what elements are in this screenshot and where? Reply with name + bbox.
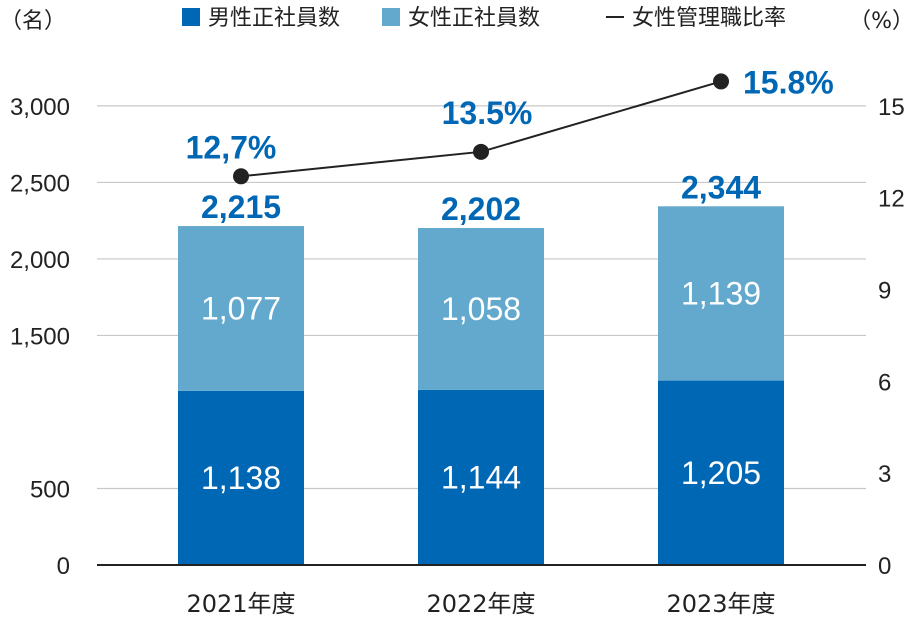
right-axis-tick-label: 3 <box>878 461 891 488</box>
bar-female-value-label: 1,139 <box>681 275 761 311</box>
axes: 0 500 1,500 2,000 2,500 3,000 0 3 6 9 12 15 （名） （%） 20… <box>0 9 914 618</box>
bar-male <box>178 390 304 565</box>
data-labels: 1,138 1,077 2,215 1,144 1,058 2,202 1,205 1,139… <box>186 64 834 496</box>
rate-value-label: 15.8% <box>743 64 834 100</box>
legend-swatch <box>382 8 400 26</box>
rate-marker <box>233 168 249 185</box>
bars <box>178 206 784 565</box>
left-axis-tick-label: 0 <box>57 553 70 580</box>
left-axis-tick-label: 2,500 <box>10 170 70 197</box>
left-axis-tick-label: 2,000 <box>10 247 70 274</box>
category-label: 2021年度 <box>186 590 295 618</box>
bar-female-value-label: 1,077 <box>201 290 281 326</box>
bar-total-label: 2,344 <box>681 169 761 205</box>
legend: 男性正社員数 女性正社員数 女性管理職比率 <box>182 6 786 31</box>
right-axis-tick-label: 6 <box>878 369 891 396</box>
right-axis-unit: （%） <box>849 9 914 34</box>
left-axis-tick-label: 500 <box>30 476 70 503</box>
legend-swatch <box>182 8 200 26</box>
bar-total-label: 2,215 <box>201 189 281 225</box>
right-axis-tick-label: 0 <box>878 553 891 580</box>
bar-total-label: 2,202 <box>441 191 521 227</box>
bar-female <box>658 206 784 381</box>
rate-value-label: 12,7% <box>186 129 277 165</box>
left-axis-unit: （名） <box>0 9 66 34</box>
left-axis-tick-label: 3,000 <box>10 94 70 121</box>
bar-male-value-label: 1,205 <box>681 455 761 491</box>
rate-line <box>233 73 729 185</box>
category-label: 2023年度 <box>666 590 775 618</box>
bar-male <box>658 380 784 565</box>
rate-value-label: 13.5% <box>442 95 533 131</box>
bar-female <box>178 226 304 391</box>
bar-male-value-label: 1,144 <box>441 459 521 495</box>
rate-marker <box>473 143 489 160</box>
legend-label: 女性管理職比率 <box>632 6 786 31</box>
bar-male-value-label: 1,138 <box>201 460 281 496</box>
bar-female-value-label: 1,058 <box>441 291 521 327</box>
left-axis-tick-label: 1,500 <box>10 323 70 350</box>
legend-label: 男性正社員数 <box>208 6 340 31</box>
category-label: 2022年度 <box>426 590 535 618</box>
right-axis-tick-label: 9 <box>878 278 891 305</box>
right-axis-tick-label: 15 <box>878 94 905 121</box>
legend-label: 女性正社員数 <box>408 6 540 31</box>
right-axis-tick-label: 12 <box>878 186 905 213</box>
rate-marker <box>713 73 729 90</box>
bar-male <box>418 389 544 565</box>
bar-female <box>418 228 544 390</box>
